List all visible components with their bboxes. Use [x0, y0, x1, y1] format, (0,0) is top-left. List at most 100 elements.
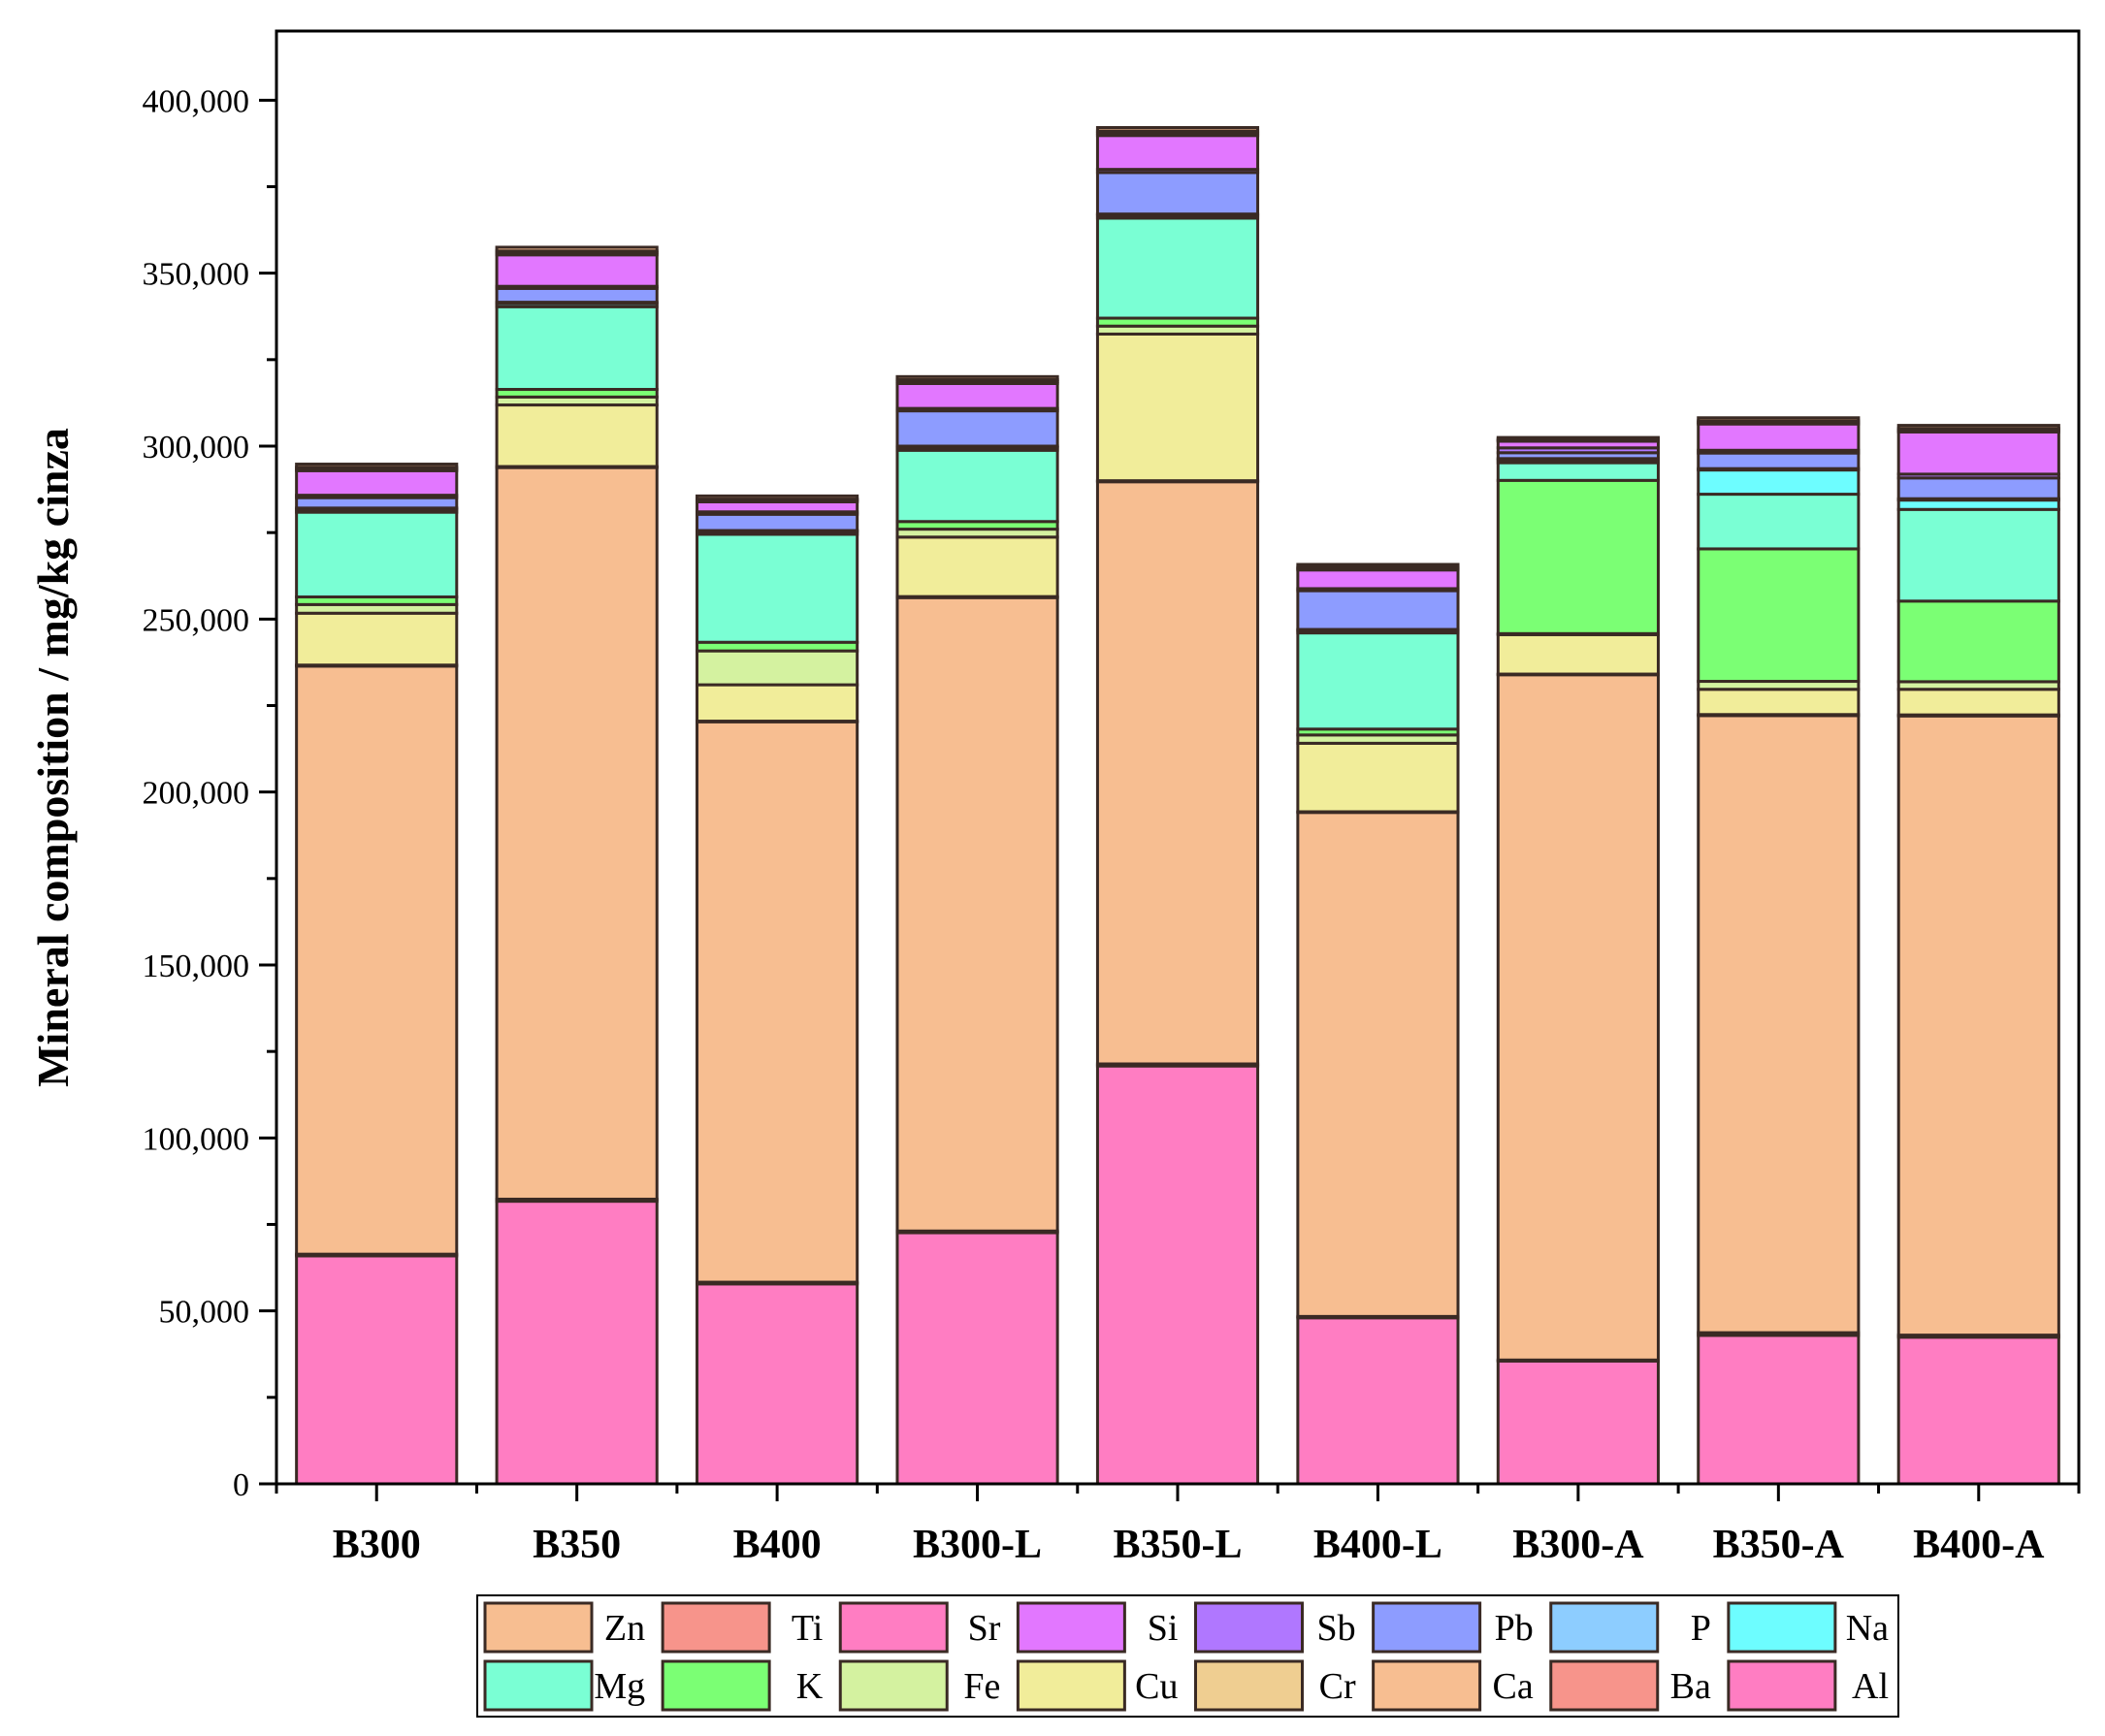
bar-segment-al-b300-a: [1496, 1359, 1660, 1486]
bar-segment-si-b350-a: [1697, 422, 1861, 452]
bar-segment-cu-b300: [295, 611, 459, 667]
bar-segment-al-b300: [295, 1254, 459, 1486]
legend-label-cr: Cr: [1319, 1666, 1356, 1707]
legend-label-zn: Zn: [604, 1608, 645, 1649]
y-tick-label: 250,000: [143, 602, 250, 638]
x-axis: B300 B350 B400 B300-L B350-L B400-L B300-A B350…: [275, 1484, 2081, 1567]
bar-segment-ca-b300-l: [895, 595, 1059, 1233]
bar-segment-si-b300: [295, 468, 459, 498]
bar-segment-mg-b300-l: [895, 448, 1059, 524]
bar-segment-zn-b400: [696, 494, 859, 501]
x-tick-label: B400-A: [1913, 1523, 2045, 1567]
y-tick-label: 400,000: [143, 83, 250, 119]
legend-label-cu: Cu: [1135, 1666, 1178, 1707]
legend-swatch-k: [661, 1659, 771, 1712]
bar-segment-zn-b300: [295, 463, 459, 469]
bar-segment-ca-b400-l: [1296, 811, 1460, 1318]
bar-segment-al-b400-a: [1896, 1335, 2060, 1486]
legend-swatch-na: [1727, 1601, 1837, 1654]
bar-segment-al-b300-l: [895, 1231, 1059, 1486]
bar-segment-si-b300-l: [895, 381, 1059, 410]
y-tick-label: 50,000: [159, 1295, 250, 1331]
bar-segment-mg-b400-l: [1296, 631, 1460, 731]
y-tick-label: 200,000: [143, 776, 250, 812]
legend-label-pb: Pb: [1495, 1608, 1534, 1649]
legend-swatch-zn: [483, 1601, 594, 1654]
bar-segment-cu-b350-l: [1095, 332, 1260, 483]
legend-label-al: Al: [1852, 1666, 1889, 1707]
bar-segment-si-b350: [495, 253, 659, 288]
bar-segment-cu-b350-a: [1697, 688, 1861, 717]
bar-segment-mg-b350: [495, 305, 659, 392]
bar-segment-ca-b350-a: [1697, 714, 1861, 1334]
y-axis: 0 50,000 100,000 150,000 200,000 250,000 300,0…: [143, 83, 276, 1503]
legend-label-k: K: [796, 1666, 824, 1707]
legend-label-ba: Ba: [1670, 1666, 1711, 1707]
x-tick-label: B400-L: [1313, 1523, 1442, 1567]
legend-swatch-sr: [838, 1601, 949, 1654]
x-tick-label: B300-A: [1512, 1523, 1644, 1567]
bar-segment-si-b400-a: [1896, 430, 2060, 476]
legend-label-fe: Fe: [963, 1666, 1000, 1707]
bar-segment-si-b350-l: [1095, 134, 1260, 172]
bar-segment-ca-b400-a: [1896, 714, 2060, 1337]
bar-segment-pb-b400-a: [1896, 476, 2060, 500]
bar-segment-ca-b300-a: [1496, 673, 1660, 1362]
x-tick-label: B400: [733, 1523, 822, 1567]
bar-segment-zn-b300-l: [895, 374, 1059, 382]
legend-swatch-al: [1727, 1659, 1837, 1712]
legend-swatch-sb: [1194, 1601, 1304, 1654]
bar-segment-al-b400: [696, 1282, 859, 1486]
bar-segment-mg-b400: [696, 532, 859, 644]
bar-segment-pb-b350-l: [1095, 171, 1260, 216]
legend-swatch-p: [1549, 1601, 1660, 1654]
bar-segment-zn-b350-a: [1697, 416, 1861, 423]
legend-label-sb: Sb: [1316, 1608, 1355, 1649]
y-axis-title: Mineral composition / mg/kg cinza: [28, 428, 78, 1087]
bar-segment-cu-b400-a: [1896, 688, 2060, 717]
legend-swatch-cu: [1016, 1659, 1126, 1712]
legend-swatch-ba: [1549, 1659, 1660, 1712]
bar-segment-si-b400: [696, 499, 859, 514]
bar-segment-pb-b300-l: [895, 409, 1059, 448]
legend-label-ca: Ca: [1493, 1666, 1534, 1707]
bar-segment-k-b300-a: [1496, 478, 1660, 635]
legend-label-p: P: [1691, 1608, 1711, 1649]
y-tick-label: 0: [233, 1467, 249, 1503]
x-tick-label: B350: [533, 1523, 621, 1567]
bar-segment-k-b400-a: [1896, 599, 2060, 684]
legend-swatch-pb: [1372, 1601, 1482, 1654]
bar-segment-al-b400-l: [1296, 1316, 1460, 1486]
bar-segment-na-b350-a: [1697, 468, 1861, 497]
bar-segment-cu-b300-l: [895, 535, 1059, 598]
bar-segment-pb-b350: [495, 286, 659, 305]
bar-segment-ca-b400: [696, 720, 859, 1284]
y-tick-label: 350,000: [143, 257, 250, 293]
bar-segment-cu-b400: [696, 683, 859, 723]
bar-segment-fe-b400: [696, 649, 859, 687]
bar-segment-cu-b300-a: [1496, 632, 1660, 676]
bar-segment-zn-b350: [495, 245, 659, 253]
bar-segment-mg-b350-a: [1697, 493, 1861, 551]
bar-segment-pb-b400-l: [1296, 589, 1460, 631]
bar-segment-ca-b350: [495, 466, 659, 1201]
legend-label-ti: Ti: [792, 1608, 823, 1649]
bar-segment-al-b350: [495, 1200, 659, 1486]
bar-segment-mg-b300-a: [1496, 461, 1660, 482]
bar-segment-ca-b350-l: [1095, 480, 1260, 1066]
y-tick-label: 100,000: [143, 1121, 250, 1157]
bar-segment-cu-b400-l: [1296, 741, 1460, 814]
bar-segment-mg-b350-l: [1095, 216, 1260, 320]
legend-swatch-cr: [1194, 1659, 1304, 1712]
bar-segment-pb-b300: [295, 496, 459, 510]
legend-label-si: Si: [1148, 1608, 1179, 1649]
bar-segment-pb-b400: [696, 512, 859, 532]
bar-segment-zn-b400-a: [1896, 424, 2060, 431]
bar-segment-si-b400-l: [1296, 568, 1460, 591]
x-tick-label: B350-A: [1713, 1523, 1845, 1567]
legend-label-sr: Sr: [968, 1608, 1001, 1649]
legend-swatch-ti: [661, 1601, 771, 1654]
bar-segment-al-b350-a: [1697, 1334, 1861, 1486]
x-tick-label: B300: [333, 1523, 421, 1567]
